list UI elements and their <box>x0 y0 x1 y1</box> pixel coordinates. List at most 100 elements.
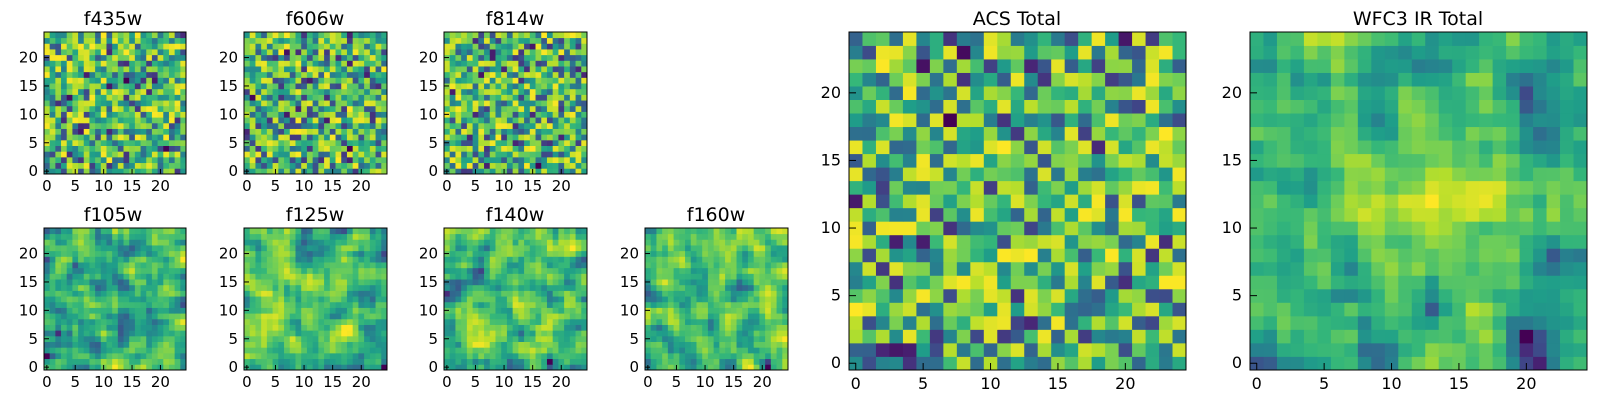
heatmap-cell <box>174 267 181 274</box>
heatmap-cell <box>478 262 485 269</box>
heatmap-cell <box>83 128 90 135</box>
heatmap-cell <box>862 234 877 249</box>
heatmap-cell <box>673 267 680 274</box>
heatmap-cell <box>541 94 548 101</box>
heatmap-cell <box>375 296 382 303</box>
heatmap-cell <box>501 145 508 152</box>
heatmap-cell <box>506 267 514 274</box>
heatmap-cell <box>489 60 496 67</box>
heatmap-cell <box>89 100 96 107</box>
heatmap-cell <box>535 111 542 118</box>
heatmap-cell <box>112 228 119 235</box>
heatmap-cell <box>472 262 479 269</box>
x-tick-label: 0 <box>42 373 52 391</box>
heatmap-cell <box>318 151 325 158</box>
heatmap-cell <box>312 168 319 175</box>
heatmap-cell <box>346 134 354 141</box>
heatmap-cell <box>1051 207 1066 222</box>
heatmap-cell <box>889 356 904 371</box>
heatmap-cell <box>690 273 697 280</box>
heatmap-cell <box>66 262 73 269</box>
heatmap-cell <box>364 284 371 291</box>
heatmap-cell <box>358 162 365 169</box>
heatmap-cell <box>61 245 68 252</box>
heatmap-cell <box>284 128 291 135</box>
heatmap-cell <box>1132 207 1146 222</box>
heatmap-cell <box>707 239 715 246</box>
heatmap-cell <box>1010 356 1025 371</box>
heatmap-cell <box>1105 248 1119 263</box>
heatmap-cell <box>662 347 669 354</box>
heatmap-cell <box>518 335 525 342</box>
heatmap-cell <box>278 358 285 365</box>
heatmap-cell <box>129 49 136 56</box>
heatmap-cell <box>112 307 119 314</box>
heatmap-cell <box>278 162 285 169</box>
heatmap-cell <box>146 122 153 129</box>
heatmap-cell <box>61 267 68 274</box>
heatmap-cell <box>1172 356 1187 371</box>
heatmap-cell <box>100 296 107 303</box>
heatmap-cell <box>489 122 496 129</box>
heatmap-cell <box>146 77 153 84</box>
heatmap-cell <box>163 228 170 235</box>
heatmap-cell <box>956 315 971 330</box>
heatmap-cell <box>455 117 462 124</box>
heatmap-cell <box>466 139 473 146</box>
heatmap-cell <box>146 335 153 342</box>
heatmap-cell <box>529 54 536 61</box>
heatmap-cell <box>472 77 479 84</box>
heatmap-cell <box>524 301 531 308</box>
heatmap-cell <box>552 318 559 325</box>
heatmap-cell <box>140 77 147 84</box>
heatmap-cell <box>180 233 187 240</box>
heatmap-cell <box>255 88 262 95</box>
heatmap-cell <box>100 162 107 169</box>
heatmap-cell <box>472 318 479 325</box>
heatmap-cell <box>89 94 96 101</box>
heatmap-cell <box>140 111 147 118</box>
heatmap-cell <box>444 77 451 84</box>
heatmap-cell <box>312 352 319 360</box>
heatmap-cell <box>312 54 319 61</box>
heatmap-cell <box>753 262 760 269</box>
heatmap-cell <box>719 273 726 280</box>
heatmap-cell <box>335 100 342 107</box>
heatmap-cell <box>501 284 508 291</box>
heatmap-cell <box>546 94 554 101</box>
heatmap-cell <box>106 296 113 303</box>
heatmap-cell <box>466 117 473 124</box>
heatmap-cell <box>943 221 958 236</box>
heatmap-cell <box>489 313 496 320</box>
heatmap-cell <box>306 134 314 141</box>
heatmap-cell <box>66 335 73 342</box>
y-tick-label: 10 <box>419 301 438 319</box>
heatmap-cell <box>685 239 692 246</box>
heatmap-cell <box>369 32 376 39</box>
heatmap-cell <box>478 156 485 164</box>
heatmap-cell <box>255 32 262 39</box>
heatmap-cell <box>249 228 256 235</box>
heatmap-cell <box>55 60 62 67</box>
heatmap-cell <box>157 117 164 124</box>
heatmap-cell <box>341 37 348 44</box>
heatmap-cell <box>346 94 354 101</box>
heatmap-cell <box>466 296 473 303</box>
heatmap-cell <box>558 296 565 303</box>
heatmap-cell <box>261 145 268 152</box>
heatmap-cell <box>956 261 971 276</box>
heatmap-cell <box>581 358 588 365</box>
heatmap-cell <box>123 358 130 365</box>
heatmap-cell <box>776 313 783 320</box>
heatmap-cell <box>352 335 359 342</box>
heatmap-cell <box>506 330 514 337</box>
heatmap-cell <box>324 83 331 90</box>
heatmap-cell <box>301 117 308 124</box>
heatmap-cell <box>656 279 663 286</box>
heatmap-cell <box>134 162 141 169</box>
heatmap-cell <box>255 233 262 240</box>
heatmap-cell <box>358 111 365 118</box>
heatmap-cell <box>78 128 85 135</box>
heatmap-cell <box>44 330 51 337</box>
heatmap-cell <box>512 66 519 73</box>
